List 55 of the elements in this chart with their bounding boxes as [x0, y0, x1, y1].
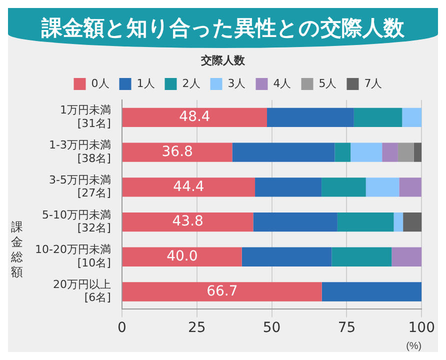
bar	[354, 108, 402, 128]
data-label: 36.8	[162, 144, 193, 160]
bar	[394, 212, 404, 232]
chart-title: 課金額と知り合った異性との交際人数	[8, 8, 438, 48]
x-tick-label: 75	[338, 320, 356, 336]
bar	[267, 108, 354, 128]
y-tick-label: 3-5万円未満 [27名]	[48, 173, 111, 200]
x-axis-title: (%)	[406, 340, 422, 352]
y-tick-label: 20万円以上 [6名]	[52, 278, 111, 304]
bar	[350, 142, 382, 162]
bar	[122, 178, 256, 197]
data-label: 44.4	[173, 178, 204, 195]
bar	[334, 142, 351, 162]
bar	[242, 247, 332, 266]
bar	[122, 108, 268, 128]
data-label: 66.7	[206, 283, 238, 300]
bar	[322, 282, 422, 302]
data-label: 48.4	[179, 109, 210, 126]
y-tick-label: 5-10万円未満 [32名]	[42, 208, 111, 234]
bar	[398, 142, 414, 162]
bar	[332, 247, 392, 266]
y-axis-title: 課金総額	[10, 220, 24, 280]
data-label: 40.0	[166, 248, 198, 265]
bar	[414, 142, 422, 162]
bar	[337, 212, 394, 232]
legend-label: 4人	[273, 76, 292, 90]
bar	[382, 142, 398, 162]
bar	[122, 247, 242, 266]
y-tick-label: 1-3万円未満 [38名]	[48, 138, 111, 165]
bar	[253, 212, 338, 232]
bar	[366, 178, 400, 197]
bar	[399, 178, 422, 197]
bar	[402, 108, 422, 128]
legend-label: 1人	[136, 76, 155, 90]
bar	[392, 247, 422, 266]
bar	[255, 178, 322, 197]
x-tick-label: 100	[408, 320, 436, 336]
bar	[122, 282, 322, 302]
data-label: 43.8	[172, 214, 204, 230]
x-tick-label: 25	[188, 320, 206, 336]
bar	[122, 212, 254, 232]
x-tick-label: 0	[118, 320, 126, 336]
bar	[322, 178, 366, 197]
x-tick-label: 50	[262, 320, 281, 336]
bar	[232, 142, 335, 162]
bar	[403, 212, 422, 232]
legend-label: 2人	[182, 76, 200, 90]
legend-title: 交際人数	[200, 53, 246, 68]
bar	[122, 142, 232, 162]
legend-label: 0人	[91, 76, 110, 90]
y-tick-label: 1万円未満 [31名]	[60, 104, 111, 130]
y-tick-label: 10-20万円未満 [10名]	[34, 243, 111, 270]
legend-label: 7人	[364, 76, 382, 90]
legend-label: 3人	[228, 76, 246, 90]
legend-label: 5人	[318, 76, 337, 90]
